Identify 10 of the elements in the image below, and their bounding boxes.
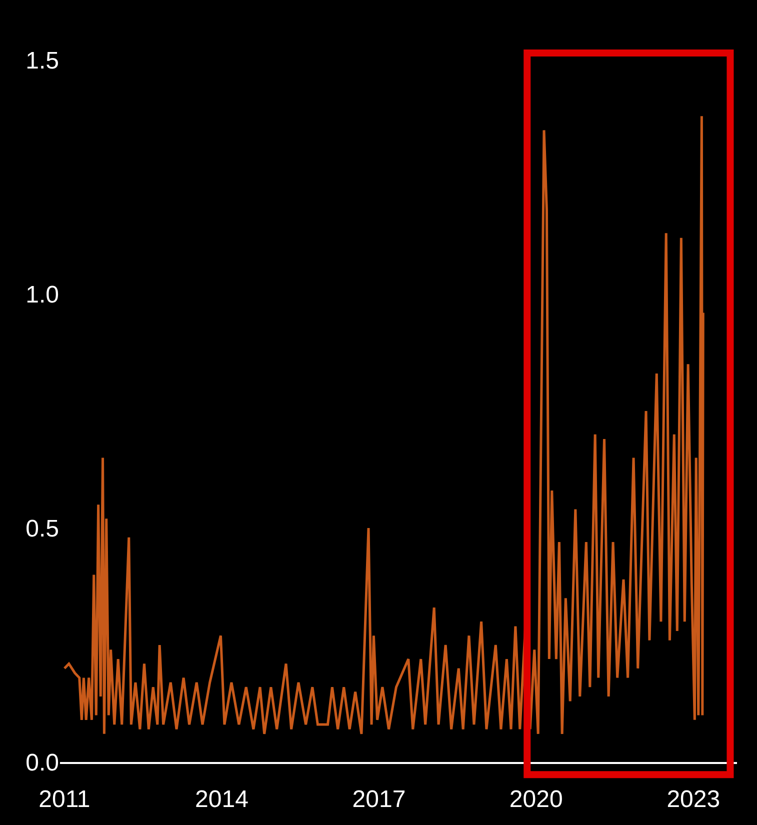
y-tick-label: 1.5 bbox=[26, 47, 59, 74]
y-tick-label: 0.5 bbox=[26, 515, 59, 542]
y-tick-label: 0.0 bbox=[26, 749, 59, 776]
x-tick-label: 2011 bbox=[38, 786, 90, 813]
y-tick-label: 1.0 bbox=[26, 281, 59, 308]
x-tick-label: 2017 bbox=[352, 786, 406, 813]
x-tick-label: 2023 bbox=[666, 786, 720, 813]
line-series bbox=[63, 114, 704, 736]
x-tick-label: 2014 bbox=[195, 786, 248, 813]
x-tick-label: 2020 bbox=[509, 786, 563, 813]
